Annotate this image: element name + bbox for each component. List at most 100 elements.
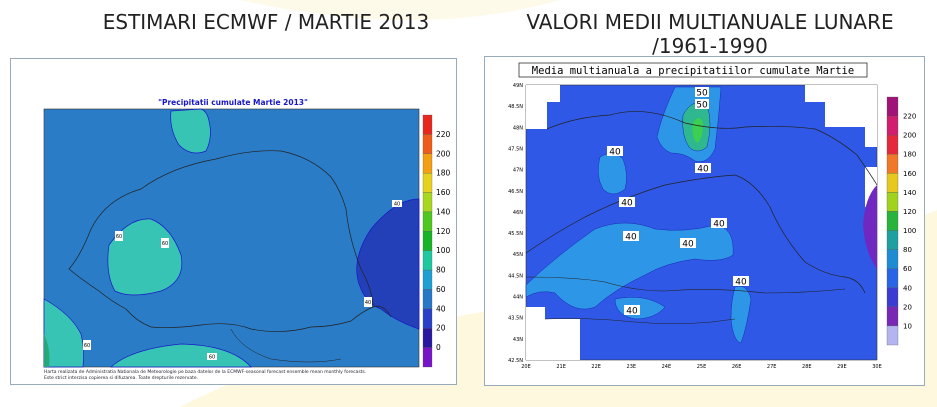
legend-tick-label: 80	[436, 266, 446, 275]
legend-swatch	[886, 325, 899, 346]
legend-swatch	[886, 96, 899, 117]
right-contour-label: 40	[735, 278, 747, 288]
northern-border	[546, 111, 878, 186]
latitude-label: 44.5N	[508, 273, 523, 279]
left-contour-label: 60	[116, 234, 122, 240]
romania-border	[525, 174, 866, 294]
legend-tick-label: 200	[436, 149, 451, 158]
legend-swatch	[886, 230, 899, 250]
longitude-label: 30E	[872, 364, 882, 370]
legend-tick-label: 180	[436, 169, 451, 178]
latitude-label: 45N	[513, 252, 523, 258]
right-map-title: Media multianuala a precipitatiilor cumu…	[532, 65, 854, 77]
left-map-title: "Precipitatii cumulate Martie 2013"	[158, 98, 308, 107]
legend-swatch	[422, 231, 433, 251]
left-contour-label: 60	[162, 241, 168, 247]
region-40-60-north	[597, 153, 627, 195]
region-10-20-east	[863, 185, 877, 269]
legend-swatch	[886, 249, 899, 269]
romania-border	[68, 150, 374, 332]
legend-swatch	[422, 153, 433, 174]
right-contour-label: 40	[621, 199, 633, 209]
legend-swatch	[422, 134, 433, 154]
legend-swatch	[422, 211, 433, 232]
left-contour-label: 60	[209, 355, 215, 361]
multiannual-precip-map: Media multianuala a precipitatiilor cumu…	[508, 62, 916, 370]
legend-tick-label: 20	[436, 324, 446, 333]
latitude-label: 43N	[513, 337, 523, 343]
right-title-line2: /1961-1990	[652, 34, 768, 58]
latitude-label: 47.5N	[508, 146, 523, 152]
no-data-northeast	[805, 85, 877, 147]
right-map-legend: 220 200 180 160 140 120 100 80 60 40 20 10	[886, 96, 916, 346]
legend-tick-label: 220	[903, 113, 916, 121]
latitude-axis: 49N 48.5N 48N 47.5N 47N 46.5N 46N 45.5N 45N 44.5N…	[508, 83, 523, 364]
legend-swatch	[422, 192, 433, 213]
left-contour-label: 40	[365, 300, 371, 306]
latitude-label: 44N	[513, 295, 523, 301]
legend-tick-label: 140	[436, 207, 451, 216]
legend-tick-label: 100	[903, 227, 916, 235]
legend-swatch	[422, 347, 433, 368]
legend-tick-label: 40	[436, 304, 446, 313]
latitude-label: 48.5N	[508, 104, 523, 110]
right-contour-label: 40	[625, 233, 637, 243]
legend-tick-label: 160	[436, 188, 451, 197]
legend-swatch	[886, 192, 899, 212]
right-contour-label: 40	[697, 165, 709, 175]
no-data-southwest	[526, 307, 580, 360]
legend-swatch	[886, 268, 899, 288]
right-panel-title: VALORI MEDII MULTIANUALE LUNARE /1961-19…	[495, 10, 925, 58]
legend-tick-label: 160	[903, 170, 916, 178]
legend-tick-label: 40	[903, 284, 912, 292]
region-60-80-west	[107, 218, 183, 296]
left-contour-label: 60	[84, 343, 90, 349]
legend-swatch	[886, 135, 899, 155]
legend-swatch	[886, 287, 899, 307]
right-contour-label: 40	[609, 148, 621, 158]
longitude-label: 21E	[556, 364, 566, 370]
legend-tick-label: 220	[436, 130, 451, 139]
region-60-80-southwest	[43, 298, 85, 368]
legend-tick-label: 60	[903, 265, 912, 273]
longitude-label: 20E	[521, 364, 531, 370]
longitude-axis: 20E 21E 22E 23E 24E 25E 26E 27E 28E 29E 30E	[521, 364, 882, 370]
right-contour-label: 40	[682, 240, 694, 250]
legend-tick-label: 180	[903, 151, 916, 159]
region-20-40-east	[356, 198, 420, 330]
left-contour-label: 40	[394, 202, 400, 208]
right-contour-label: 40	[713, 220, 725, 230]
legend-tick-label: 140	[903, 189, 916, 197]
legend-tick-label: 200	[903, 132, 916, 140]
legend-tick-label: 60	[436, 285, 446, 294]
danube-border	[525, 276, 846, 294]
legend-swatch	[422, 328, 433, 348]
no-data-northwest	[526, 85, 560, 129]
longitude-label: 25E	[697, 364, 707, 370]
legend-swatch	[422, 250, 433, 271]
right-contour-label: 50	[696, 101, 708, 111]
left-panel-title: ESTIMARI ECMWF / MARTIE 2013	[102, 10, 430, 34]
legend-tick-label: 20	[903, 303, 912, 311]
latitude-label: 48N	[513, 125, 523, 131]
region-60-80-north	[170, 108, 211, 154]
legend-swatch	[422, 114, 433, 135]
left-map-disclaimer: Harta realizata de Administratia Nationa…	[44, 370, 444, 382]
legend-tick-label: 120	[903, 208, 916, 216]
region-80-100-peak	[692, 118, 703, 143]
longitude-label: 22E	[591, 364, 601, 370]
disclaimer-line: Este strict interzisa copierea si difuza…	[44, 376, 199, 381]
longitude-label: 23E	[627, 364, 637, 370]
latitude-label: 42.5N	[508, 358, 523, 364]
latitude-label: 43.5N	[508, 316, 523, 322]
latitude-label: 45.5N	[508, 231, 523, 237]
base-field-40-60	[43, 108, 420, 368]
latitude-label: 46N	[513, 210, 523, 216]
legend-swatch	[886, 306, 899, 327]
region-60-80-south	[110, 343, 252, 368]
right-contour-label: 50	[696, 89, 708, 99]
latitude-label: 47N	[513, 168, 523, 174]
legend-swatch	[886, 154, 899, 174]
longitude-label: 29E	[837, 364, 847, 370]
